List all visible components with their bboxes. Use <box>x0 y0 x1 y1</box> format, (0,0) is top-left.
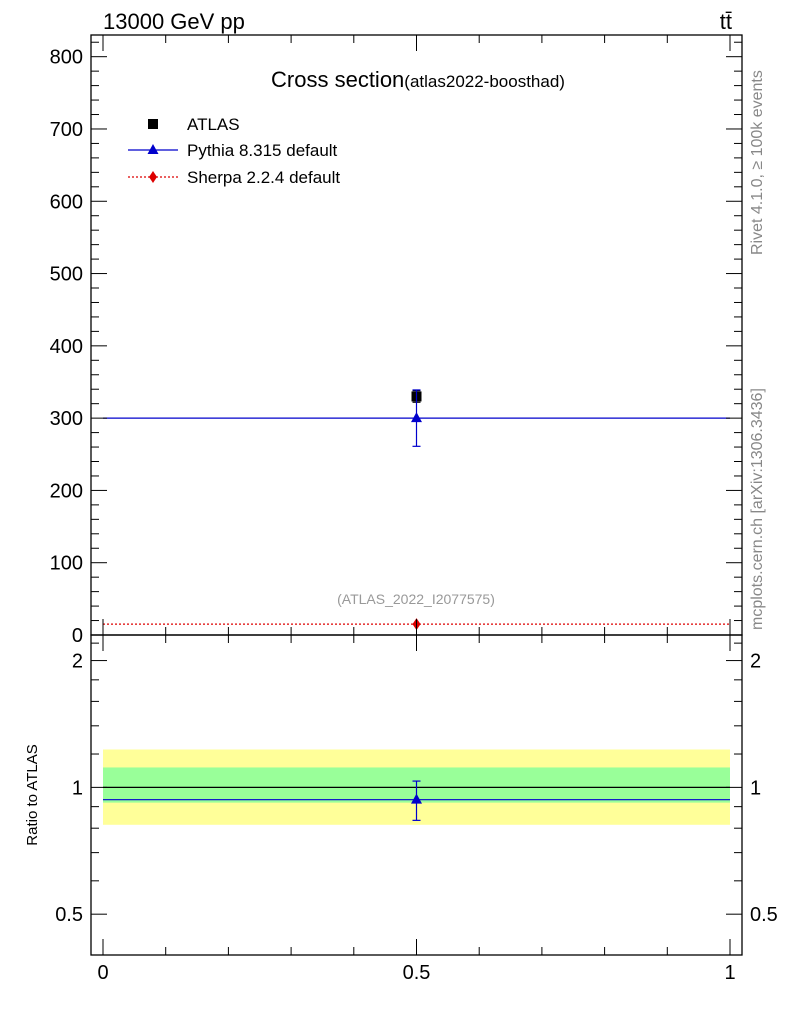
analysis-watermark: (ATLAS_2022_I2077575) <box>337 591 495 607</box>
mcplots-label: mcplots.cern.ch [arXiv:1306.3436] <box>749 388 766 630</box>
ratio-ylabel: Ratio to ATLAS <box>24 744 41 845</box>
legend-marker-diamond <box>149 171 157 183</box>
ratio-y-tick-label: 2 <box>72 651 83 673</box>
legend: ATLAS Pythia 8.315 default Sherpa 2.2.4 de… <box>128 115 340 187</box>
ratio-y-tick-label: 1 <box>72 777 83 799</box>
main-subtitle: (atlas2022-boosthad) <box>404 72 565 91</box>
ratio-y-tick-label-right: 2 <box>750 651 761 673</box>
main-title-text: Cross section <box>271 67 404 92</box>
main-y-tick-label: 600 <box>50 191 83 213</box>
main-y-tick-label: 800 <box>50 47 83 69</box>
main-panel: Cross section(atlas2022-boosthad) (ATLAS… <box>50 34 743 647</box>
main-y-tick-label: 200 <box>50 480 83 502</box>
main-y-tick-label: 500 <box>50 264 83 286</box>
legend-entry: ATLAS <box>187 115 240 134</box>
ratio-x-tick-label: 0 <box>97 962 108 984</box>
legend-marker-square <box>148 119 158 129</box>
main-y-tick-label: 700 <box>50 119 83 141</box>
legend-entry: Pythia 8.315 default <box>187 141 338 160</box>
ratio-y-tick-label-right: 1 <box>750 777 761 799</box>
main-y-tick-label: 100 <box>50 553 83 575</box>
ratio-y-tick-label: 0.5 <box>55 904 83 926</box>
main-title: Cross section(atlas2022-boosthad) <box>271 67 565 92</box>
main-y-tick-label: 400 <box>50 336 83 358</box>
ratio-x-tick-label: 1 <box>724 962 735 984</box>
legend-marker-triangle <box>147 144 159 154</box>
data-point-triangle <box>411 412 422 423</box>
legend-entry: Sherpa 2.2.4 default <box>187 168 340 187</box>
ratio-x-tick-label: 0.5 <box>403 962 431 984</box>
main-y-tick-label: 300 <box>50 408 83 430</box>
main-y-tick-label: 0 <box>72 625 83 647</box>
ratio-y-tick-label-right: 0.5 <box>750 904 778 926</box>
rivet-label: Rivet 4.1.0, ≥ 100k events <box>749 70 766 255</box>
energy-label: 13000 GeV pp <box>103 9 245 34</box>
ratio-panel: 0.5 0.5 1 1 2 2 0 0.5 1 Ratio to ATLAS <box>24 634 778 984</box>
process-label: tt̄ <box>720 9 732 34</box>
ratio-point-triangle <box>411 793 422 804</box>
